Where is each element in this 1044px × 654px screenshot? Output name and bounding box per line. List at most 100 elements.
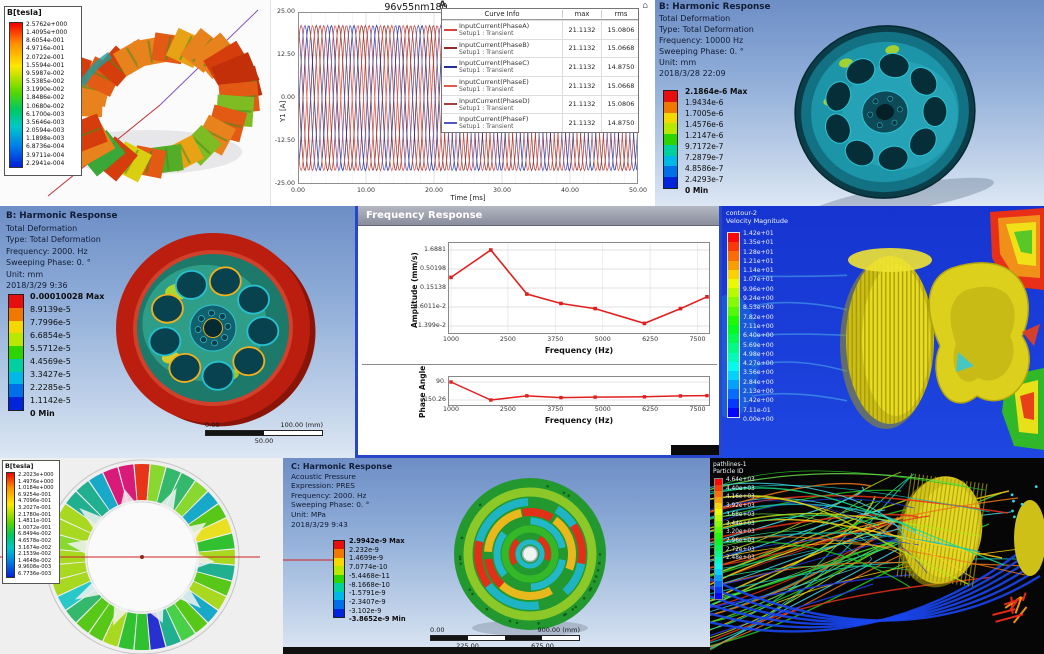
legend-value: 3.1990e-002: [26, 86, 65, 94]
legend-value: 7.0774e-10: [349, 563, 388, 572]
header-line: Unit: mm: [6, 269, 44, 279]
phase-y-tick: -150.26: [421, 396, 446, 403]
home-icon[interactable]: ⌂: [642, 1, 648, 11]
deformation-wheel-visualization: [116, 232, 316, 427]
result-legend-values: 2.1864e-6 Max 1.9434e-6 1.7005e-6 1.4576e-6…: [685, 86, 747, 196]
x-tick-label: 0.00: [290, 187, 306, 194]
x-axis-label: Time [ms]: [450, 194, 486, 202]
panel-cfd-velocity-contour: contour-2 Velocity Magnitude 1.42e+01 1.35…: [722, 206, 1044, 458]
header-line: C: Harmonic Response: [291, 462, 393, 471]
x-tick-label: 30.00: [492, 187, 512, 194]
legend-value: 1.4976e+000: [18, 478, 54, 485]
legend-value: 4.7096e-001: [18, 498, 52, 505]
phase-x-tick: 5000: [594, 406, 611, 413]
series-max-value: 21.1132: [562, 95, 601, 114]
phase-y-tick: 90.: [435, 378, 446, 385]
legend-value: 2.48e+03: [726, 555, 755, 562]
x-tick-label: 10.00: [356, 187, 376, 194]
result-header: B: Harmonic Response Total Deformation Typ…: [6, 211, 117, 292]
legend-value: 7.11e-01: [743, 406, 771, 414]
legend-title-line: pathlines-1: [713, 461, 747, 468]
legend-value: -5.4468e-11: [349, 571, 390, 580]
series-sub-label: Setup1 : Transient: [459, 123, 514, 131]
series-color-swatch: [444, 47, 457, 50]
legend-value: 1.0072e-001: [18, 524, 52, 531]
contour-legend-title: contour-2 Velocity Magnitude: [726, 209, 788, 225]
ruler-max-label: 100.00 (mm): [280, 421, 323, 429]
header-line: Unit: MPa: [291, 509, 326, 519]
legend-value: 9.9608e-003: [18, 564, 52, 571]
legend-title-line: Particle ID: [713, 468, 744, 476]
legend-value: 3.56e+00: [743, 369, 774, 377]
legend-value: 2.13e+00: [743, 388, 774, 396]
header-line: Total Deformation: [659, 14, 731, 23]
legend-value: 7.82e+00: [743, 313, 774, 321]
flux-legend-title: B[tesla]: [7, 8, 42, 17]
amp-y-tick: 1.6881: [423, 246, 446, 253]
x-tick-label: 40.00: [560, 187, 580, 194]
legend-value: 0.00010028 Max: [30, 292, 105, 301]
legend-value: 9.7172e-7: [685, 142, 724, 151]
legend-value: 6.1700e-003: [26, 110, 65, 118]
legend-value: 1.07e+01: [743, 276, 774, 284]
series-label: InputCurrent(PhaseA): [459, 22, 530, 30]
amp-x-tick: 7500: [689, 336, 706, 343]
panel-frequency-response-window: Frequency Response Amplitude (mm/s) Freq…: [355, 206, 722, 458]
series-color-swatch: [444, 28, 457, 31]
field-legend-values: 2.2023e+000 1.4976e+000 1.0184e+000 6.9254e…: [18, 472, 54, 578]
series-rms-value: 15.0668: [601, 76, 640, 95]
legend-value: 1.4699e-9: [349, 554, 384, 563]
legend-value: 2.72e+03: [726, 546, 755, 553]
series-color-swatch: [444, 84, 457, 87]
table-row: InputCurrent(PhaseD) Setup1 : Transient 21…: [442, 94, 638, 114]
table-row: InputCurrent(PhaseF) Setup1 : Transient 21…: [442, 113, 638, 132]
series-max-value: 21.1132: [562, 76, 601, 95]
legend-value: 4.4569e-5: [30, 357, 71, 366]
legend-value: 1.8486e-002: [26, 94, 65, 102]
field-legend-title: B[tesla]: [5, 462, 34, 470]
flux-legend-colorbar: [9, 22, 23, 168]
legend-value: 7.2879e-7: [685, 153, 724, 162]
plot-title: 96v55nm180: [384, 2, 448, 13]
acoustic-disk-visualization: [283, 478, 606, 636]
rotor-field-visualization: [0, 459, 260, 654]
series-max-value: 21.1132: [562, 58, 601, 76]
phase-chart: [448, 376, 710, 406]
legend-value: 0.00e+00: [743, 415, 774, 423]
header-line: Frequency: 2000. Hz: [6, 246, 88, 256]
flux-torus-visualization: [36, 9, 263, 197]
legend-value: 4.9716e-001: [26, 45, 65, 53]
amplitude-x-axis-label: Frequency (Hz): [544, 346, 614, 355]
legend-value: -1.5791e-9: [349, 589, 386, 598]
header-line: Sweeping Phase: 0. °: [291, 500, 370, 510]
legend-value: 2.9942e-9 Max: [349, 537, 405, 545]
ruler-sub-label: 225.00: [456, 642, 479, 650]
legend-value: 7.7996e-5: [30, 318, 71, 327]
legend-value: 2.4293e-7: [685, 175, 724, 184]
series-sub-label: Setup1 : Transient: [459, 30, 514, 38]
legend-value: 6.40e+00: [743, 332, 774, 340]
series-color-swatch: [444, 66, 457, 69]
legend-value: 8.6054e-001: [26, 37, 65, 45]
x-tick-label: 20.00: [424, 187, 444, 194]
legend-value: 4.64e+03: [726, 477, 755, 483]
legend-value: 5.5712e-5: [30, 344, 71, 353]
table-header-cell: max: [562, 10, 601, 18]
phase-x-tick: 6250: [642, 406, 659, 413]
window-titlebar[interactable]: Frequency Response: [358, 206, 719, 226]
ruler-bar: [430, 635, 580, 641]
legend-value: 1.42e+01: [743, 230, 774, 237]
series-label: InputCurrent(PhaseD): [459, 96, 530, 105]
curve-info-table: Curve Info max rms InputCurrent(PhaseA) Setu…: [441, 8, 639, 133]
y-tick-label: 0.00: [280, 94, 295, 101]
ruler-mid-label: 50.00: [254, 437, 274, 445]
series-rms-value: 14.8750: [601, 58, 640, 76]
legend-value: 1.1898e-003: [26, 135, 65, 143]
phase-x-tick: 1000: [442, 406, 460, 413]
series-label: InputCurrent(PhaseB): [459, 40, 530, 49]
legend-title-line: contour-2: [726, 209, 758, 217]
series-sub-label: Setup1 : Transient: [459, 67, 514, 75]
legend-value: 2.0722e-001: [26, 53, 65, 61]
y-tick-label: -12.50: [274, 137, 295, 144]
header-line: Type: Total Deformation: [6, 235, 101, 244]
